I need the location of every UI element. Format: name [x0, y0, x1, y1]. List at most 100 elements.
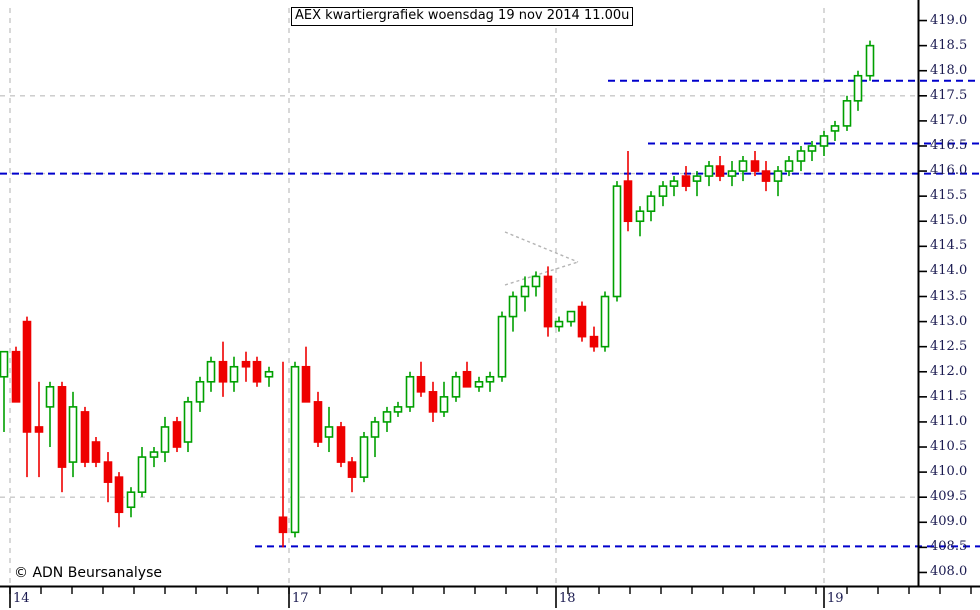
y-tick-label: 414.0 [930, 263, 968, 279]
candle-body [91, 441, 101, 463]
candle-body [796, 150, 806, 162]
candle [589, 326, 599, 352]
candle [692, 171, 702, 197]
y-tick-label: 408.0 [930, 564, 968, 580]
candle [57, 381, 67, 493]
candle-body [692, 175, 702, 182]
chart-title: AEX kwartiergrafiek woensdag 19 nov 2014… [291, 7, 634, 26]
candle-body [612, 185, 622, 298]
candle [114, 472, 124, 528]
candle [0, 350, 9, 432]
candle [819, 130, 829, 157]
candle-body [497, 315, 507, 378]
x-tick-label: 17 [292, 591, 309, 606]
copyright-label: © ADN Beursanalyse [14, 565, 162, 581]
candle [347, 457, 357, 493]
candle [359, 431, 369, 483]
candle-body [0, 350, 9, 378]
candle [807, 140, 817, 162]
candle [313, 391, 323, 448]
candle [451, 371, 461, 402]
candle-body [658, 185, 668, 197]
candle-body [589, 335, 599, 348]
candle [623, 150, 633, 232]
candle-body [830, 125, 840, 132]
y-tick-label: 411.0 [930, 413, 968, 429]
candle [183, 396, 193, 453]
candle [160, 416, 170, 463]
candle [370, 416, 380, 458]
candle-body [382, 411, 392, 423]
pattern-annotation [504, 231, 579, 286]
candle [704, 161, 714, 187]
candle-body [160, 426, 170, 453]
candle-body [474, 380, 484, 388]
candle [842, 95, 852, 131]
candle [865, 40, 875, 81]
y-tick-label: 419.0 [930, 12, 968, 28]
x-tick-label: 19 [827, 591, 844, 606]
candle [577, 301, 587, 342]
candle [508, 291, 518, 332]
candle-body [738, 160, 748, 172]
candle [520, 276, 530, 312]
candle [68, 391, 78, 478]
candle-body [577, 305, 587, 338]
candle-body [566, 310, 576, 323]
candle [393, 401, 403, 417]
candle [715, 156, 725, 182]
candle [658, 181, 668, 207]
candle-body [264, 370, 274, 378]
y-tick-label: 410.0 [930, 464, 968, 480]
y-tick-label: 409.5 [930, 489, 968, 505]
candle-body [252, 360, 262, 383]
candle [149, 447, 159, 468]
candle-body [761, 170, 771, 182]
candle [382, 406, 392, 432]
candle [11, 346, 21, 403]
candle [80, 406, 90, 468]
candle-body [149, 451, 159, 458]
candle-body [727, 170, 737, 177]
candle-body [715, 165, 725, 177]
candle-body [241, 360, 251, 368]
y-tick-label: 410.5 [930, 439, 968, 455]
candle-body [137, 456, 147, 493]
candle [22, 316, 32, 478]
y-tick-label: 413.5 [930, 288, 968, 304]
candle-body [784, 160, 794, 172]
y-tick-label: 412.0 [930, 363, 968, 379]
candle-body [80, 411, 90, 463]
y-tick-label: 413.0 [930, 313, 968, 329]
candle [750, 150, 760, 177]
candle-body [842, 100, 852, 127]
candle [635, 206, 645, 237]
candle-body [34, 426, 44, 433]
candle [738, 156, 748, 182]
candle-body [22, 320, 32, 433]
candle-body [508, 295, 518, 318]
candle-body [278, 516, 288, 534]
y-tick-label: 412.5 [930, 338, 968, 354]
candle [137, 447, 147, 498]
candle-body [393, 406, 403, 413]
candle [853, 70, 863, 111]
candle [646, 191, 656, 222]
candle-body [301, 365, 311, 403]
candle [554, 316, 564, 332]
pattern-trendline-lower [504, 261, 579, 286]
candle-body [646, 195, 656, 213]
candle-body [462, 370, 472, 388]
y-tick-label: 411.5 [930, 388, 968, 404]
candle-body [428, 391, 438, 413]
candle [830, 120, 840, 141]
y-tick-label: 414.5 [930, 238, 968, 254]
y-tick-label: 415.5 [930, 188, 968, 204]
y-tick-label: 418.0 [930, 62, 968, 78]
candle-body [773, 170, 783, 182]
candle-body [11, 350, 21, 403]
candle-body [520, 285, 530, 298]
candle [600, 291, 610, 352]
